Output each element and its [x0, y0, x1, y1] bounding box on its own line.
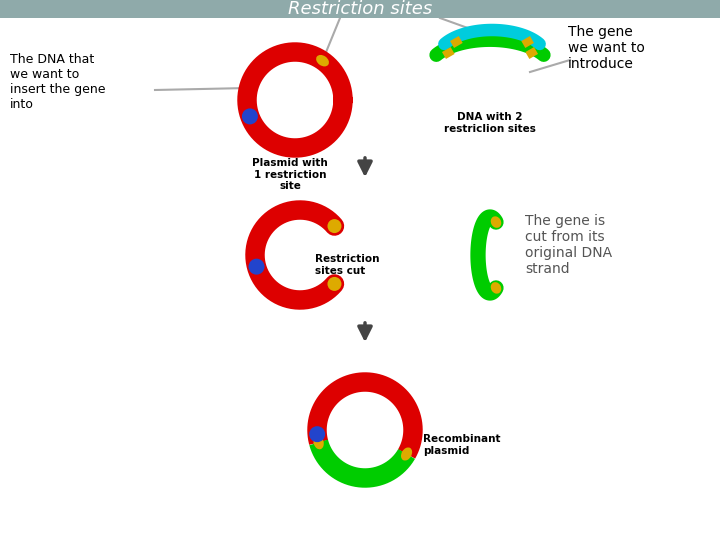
Text: Recombinant
plasmid: Recombinant plasmid [423, 434, 500, 456]
Text: Restriction sites: Restriction sites [288, 0, 432, 18]
Ellipse shape [316, 55, 329, 66]
FancyBboxPatch shape [0, 0, 720, 18]
FancyBboxPatch shape [521, 36, 534, 48]
FancyBboxPatch shape [526, 47, 538, 59]
Circle shape [328, 219, 341, 233]
FancyBboxPatch shape [450, 36, 463, 48]
Ellipse shape [401, 448, 412, 461]
Ellipse shape [491, 282, 501, 294]
Ellipse shape [313, 436, 324, 449]
Ellipse shape [491, 217, 501, 228]
Text: The DNA that
we want to
insert the gene
into: The DNA that we want to insert the gene … [10, 53, 106, 111]
Text: Restriction
sites cut: Restriction sites cut [315, 254, 379, 276]
FancyBboxPatch shape [442, 47, 454, 59]
Circle shape [309, 426, 325, 442]
Text: Plasmid with
1 restriction
site: Plasmid with 1 restriction site [252, 158, 328, 191]
Circle shape [242, 109, 258, 124]
Circle shape [248, 259, 264, 275]
Text: DNA with 2
restriclion sites: DNA with 2 restriclion sites [444, 112, 536, 133]
Text: The gene
we want to
introduce: The gene we want to introduce [568, 25, 645, 71]
Text: The gene is
cut from its
original DNA
strand: The gene is cut from its original DNA st… [525, 214, 612, 276]
Circle shape [328, 277, 341, 291]
